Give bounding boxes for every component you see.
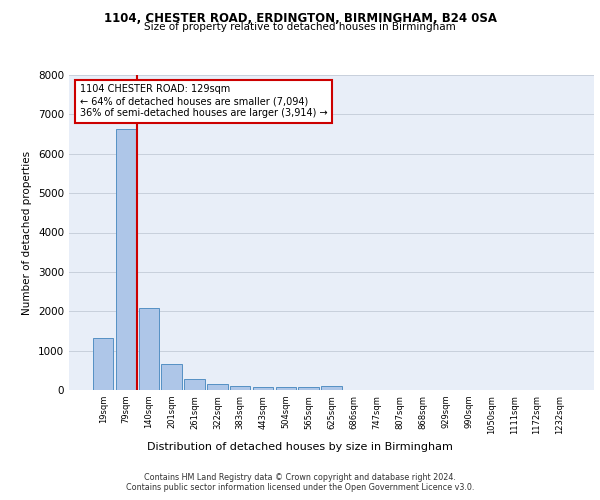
Text: Size of property relative to detached houses in Birmingham: Size of property relative to detached ho…	[144, 22, 456, 32]
Bar	[230, 386, 250, 390]
Text: 1104, CHESTER ROAD, ERDINGTON, BIRMINGHAM, B24 0SA: 1104, CHESTER ROAD, ERDINGTON, BIRMINGHA…	[104, 12, 497, 26]
Bar	[139, 308, 159, 390]
Text: Distribution of detached houses by size in Birmingham: Distribution of detached houses by size …	[147, 442, 453, 452]
Text: Contains public sector information licensed under the Open Government Licence v3: Contains public sector information licen…	[126, 482, 474, 492]
Bar	[253, 387, 273, 390]
Bar	[207, 384, 227, 390]
Bar	[184, 379, 205, 390]
Bar	[298, 387, 319, 390]
Bar	[321, 386, 342, 390]
Bar	[93, 338, 113, 390]
Y-axis label: Number of detached properties: Number of detached properties	[22, 150, 32, 314]
Text: 1104 CHESTER ROAD: 129sqm
← 64% of detached houses are smaller (7,094)
36% of se: 1104 CHESTER ROAD: 129sqm ← 64% of detac…	[79, 84, 327, 117]
Bar	[116, 130, 136, 390]
Bar	[161, 364, 182, 390]
Bar	[275, 387, 296, 390]
Text: Contains HM Land Registry data © Crown copyright and database right 2024.: Contains HM Land Registry data © Crown c…	[144, 472, 456, 482]
